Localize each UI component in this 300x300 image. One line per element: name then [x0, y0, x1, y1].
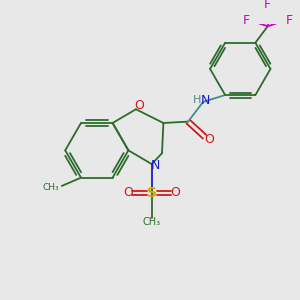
Text: F: F	[243, 14, 250, 27]
Text: CH₃: CH₃	[43, 183, 60, 192]
Text: F: F	[264, 0, 271, 11]
Text: N: N	[151, 159, 160, 172]
Text: O: O	[171, 186, 181, 200]
Text: F: F	[286, 14, 293, 27]
Text: O: O	[123, 186, 133, 200]
Text: O: O	[204, 133, 214, 146]
Text: O: O	[135, 100, 144, 112]
Text: S: S	[147, 186, 157, 200]
Text: CH₃: CH₃	[143, 217, 161, 227]
Text: N: N	[201, 94, 210, 107]
Text: H: H	[193, 95, 201, 106]
